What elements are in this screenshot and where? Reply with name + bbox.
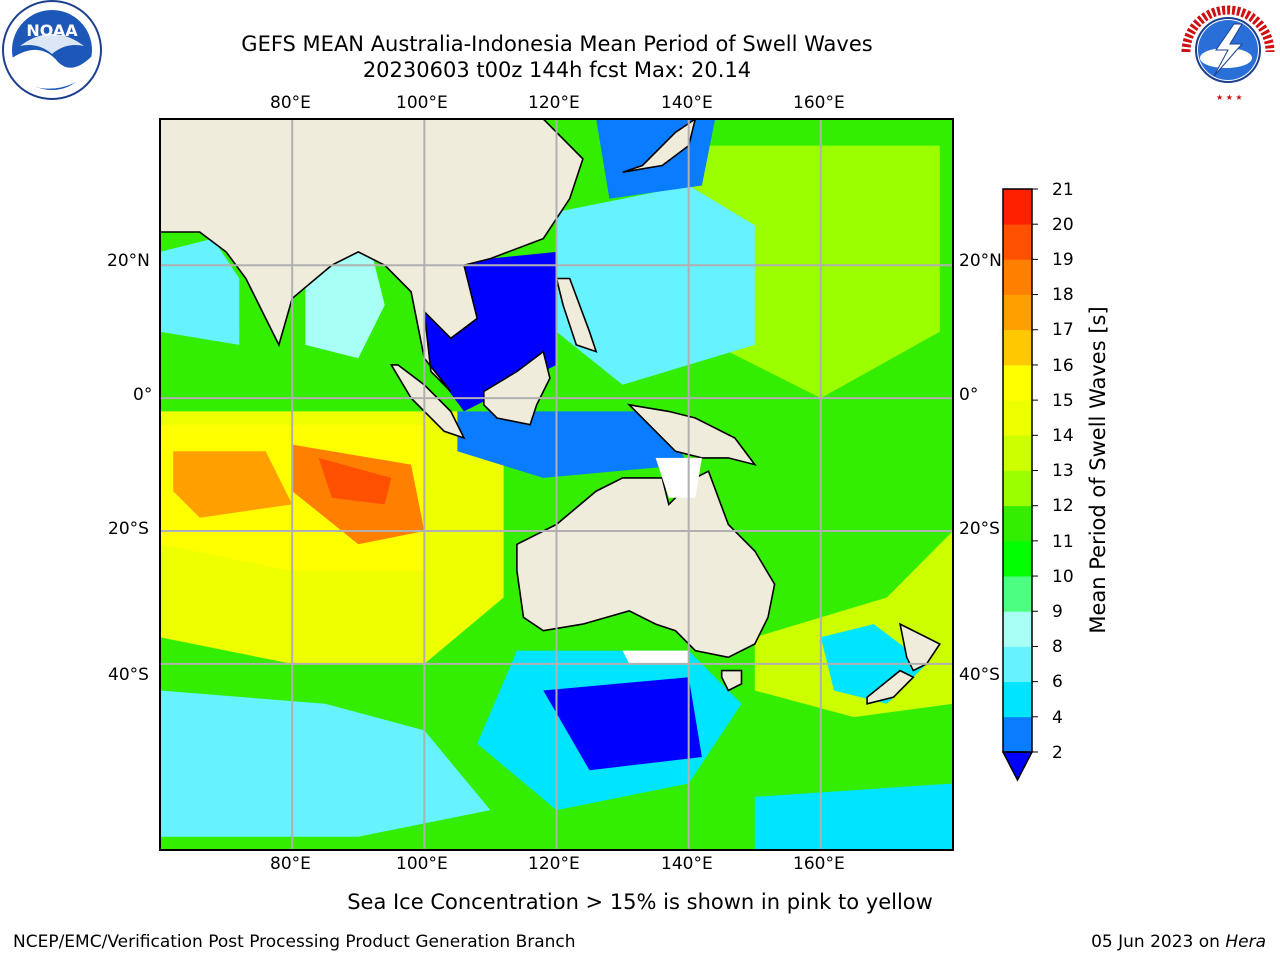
lon-label-bottom-3: 140°E [661, 854, 713, 874]
colorbar-label: Mean Period of Swell Waves [s] [1086, 306, 1110, 634]
colorbar-segment-15 [1003, 364, 1032, 401]
colorbar-tick-label: 18 [1052, 285, 1074, 305]
colorbar-segment-4 [1003, 681, 1032, 718]
land-sumatra [389, 364, 466, 440]
colorbar-tick-label: 2 [1052, 743, 1063, 763]
colorbar-segment-18 [1003, 259, 1032, 295]
lon-label-bottom-2: 120°E [528, 854, 580, 874]
colorbar-segment-11 [1003, 505, 1032, 542]
sea-ice-note: Sea Ice Concentration > 15% is shown in … [347, 890, 933, 914]
colorbar-segment-12 [1003, 470, 1032, 507]
field-region-2s-south [543, 677, 702, 771]
footer-date: 05 Jun 2023 on Hera [1091, 932, 1266, 952]
footer-credit: NCEP/EMC/Verification Post Processing Pr… [13, 932, 576, 952]
lat-label-left-0: 20°N [107, 251, 150, 271]
lat-label-left-3: 40°S [108, 665, 149, 685]
field-region-southeast [754, 783, 953, 850]
colorbar-segment-19 [1003, 224, 1032, 260]
nodata-bass-strait-area [622, 650, 689, 664]
colorbar-tick-label: 20 [1052, 215, 1074, 235]
lat-label-left-1: 0° [133, 385, 153, 405]
lon-label-bottom-0: 80°E [270, 854, 311, 874]
lon-label-bottom-4: 160°E [793, 854, 845, 874]
map-frame [159, 118, 954, 851]
colorbar-segment-10 [1003, 540, 1032, 577]
field-region-17s [173, 451, 293, 518]
field-region-bay-of-bengal [305, 251, 385, 359]
land-philippines [555, 277, 598, 353]
colorbar-tick-label: 14 [1052, 426, 1074, 446]
colorbar-tick-label: 16 [1052, 356, 1074, 376]
land-nz-north [898, 622, 941, 672]
lat-label-right-3: 40°S [959, 665, 1000, 685]
footer-host: Hera [1225, 932, 1266, 952]
colorbar-tick-label: 12 [1052, 496, 1074, 516]
nodata-gulf-carpentaria [655, 457, 702, 498]
colorbar-tick-label: 21 [1052, 180, 1074, 200]
colorbar-segment-9 [1003, 576, 1032, 612]
colorbar-segment-14 [1003, 400, 1032, 436]
land-australia [516, 470, 776, 659]
colorbar-tick-label: 13 [1052, 461, 1074, 481]
footer-date-text: 05 Jun 2023 on [1091, 932, 1226, 952]
lat-label-right-0: 20°N [959, 251, 1002, 271]
land-tasmania [720, 669, 743, 692]
colorbar-tick-label: 11 [1052, 532, 1074, 552]
lat-label-right-1: 0° [959, 385, 979, 405]
lon-label-top-2: 120°E [528, 93, 580, 113]
noaa-logo-text: NOAA [26, 21, 78, 40]
colorbar-segment-6 [1003, 646, 1032, 683]
colorbar-tick-label: 6 [1052, 672, 1063, 692]
land-nz-south [866, 669, 915, 705]
land-borneo [483, 350, 551, 426]
colorbar-tick-label: 17 [1052, 320, 1074, 340]
lon-label-top-4: 160°E [793, 93, 845, 113]
field-region-19s [318, 457, 392, 505]
colorbar-tick-label: 15 [1052, 391, 1074, 411]
colorbar-tick-label: 19 [1052, 250, 1074, 270]
nws-logo: ★ ★ ★ [1176, 0, 1280, 108]
lat-label-left-2: 20°S [108, 519, 149, 539]
colorbar-segment-8 [1003, 611, 1032, 647]
lon-label-top-3: 140°E [661, 93, 713, 113]
map-title-line2: 20230603 t00z 144h fcst Max: 20.14 [362, 58, 752, 82]
colorbar-segment-20 [1003, 189, 1032, 225]
lat-label-right-2: 20°S [959, 519, 1000, 539]
colorbar-tick-label: 8 [1052, 637, 1063, 657]
colorbar-segment-16 [1003, 329, 1032, 366]
noaa-logo: NOAA [0, 0, 104, 108]
colorbar-segment-2 [1003, 716, 1032, 753]
colorbar-segment-17 [1003, 294, 1032, 331]
colorbar-tick-label: 4 [1052, 708, 1063, 728]
colorbar-tick-label: 9 [1052, 602, 1063, 622]
lon-label-top-1: 100°E [396, 93, 448, 113]
field-region-west-pacific [556, 185, 755, 385]
colorbar-segment-13 [1003, 435, 1032, 471]
lon-label-top-0: 80°E [270, 93, 311, 113]
svg-text:★ ★ ★: ★ ★ ★ [1216, 93, 1243, 102]
land-japan [622, 119, 697, 173]
land-new-guinea [626, 403, 757, 466]
colorbar-under-arrow [1001, 751, 1034, 782]
colorbar-tick-label: 10 [1052, 567, 1074, 587]
field-region-6s-south [160, 690, 491, 837]
map-title-line1: GEFS MEAN Australia-Indonesia Mean Perio… [241, 32, 873, 56]
lon-label-bottom-1: 100°E [396, 854, 448, 874]
field-region-indonesian-seas [457, 411, 689, 478]
